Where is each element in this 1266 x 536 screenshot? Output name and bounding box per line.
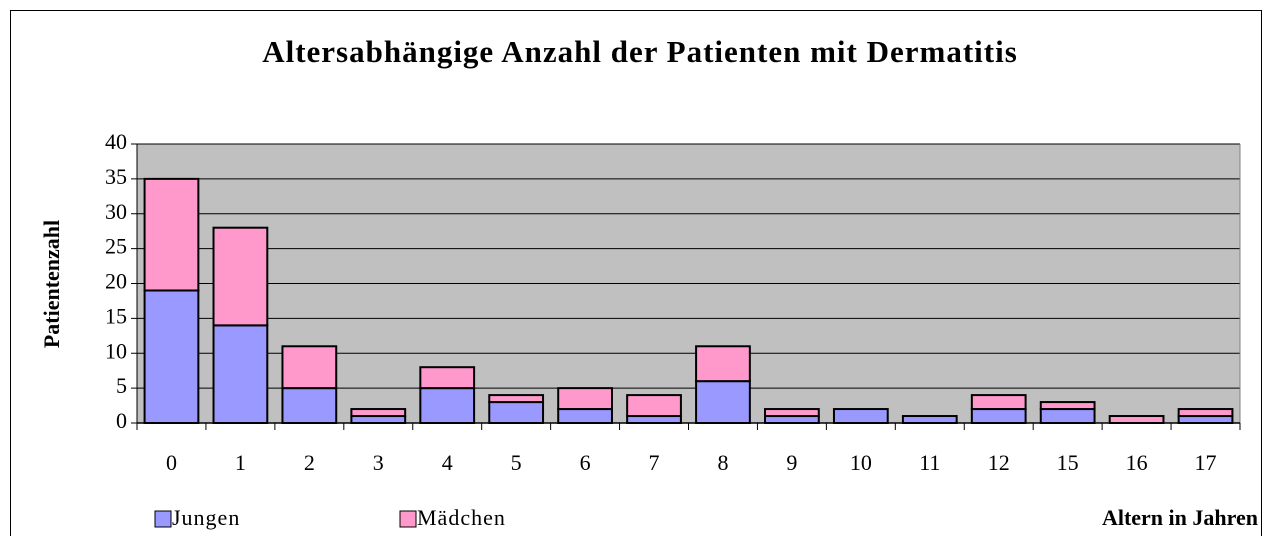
bar-segment <box>764 415 820 424</box>
x-tick-label: 5 <box>511 450 522 475</box>
bar-segment <box>488 394 545 404</box>
bar-segment <box>1039 401 1096 411</box>
y-tick-label: 0 <box>116 408 127 433</box>
y-tick-label: 30 <box>105 199 127 224</box>
y-tick-label: 25 <box>105 234 127 259</box>
y-tick-label: 40 <box>105 129 127 154</box>
bar-segment <box>970 394 1027 411</box>
x-tick-label: 15 <box>1057 450 1079 475</box>
bar-segment <box>143 289 200 424</box>
bar-segment <box>350 415 407 424</box>
bar-segment <box>695 380 751 424</box>
bar-segment <box>764 408 820 418</box>
bar-segment <box>212 226 269 327</box>
bar-segment <box>281 345 338 390</box>
legend-swatch <box>154 510 172 528</box>
x-tick-label: 8 <box>717 450 728 475</box>
x-tick-label: 11 <box>919 450 940 475</box>
x-axis-label: Altern in Jahren <box>1102 505 1258 530</box>
bar-segment <box>419 366 476 390</box>
bar-segment <box>695 345 751 383</box>
x-tick-label: 16 <box>1126 450 1148 475</box>
bar-segment <box>832 408 889 424</box>
x-tick-label: 1 <box>235 450 246 475</box>
y-tick-label: 20 <box>105 269 127 294</box>
y-tick-label: 15 <box>105 303 127 328</box>
bar-segment <box>1108 415 1165 424</box>
y-axis-label: Patientenzahl <box>39 220 64 348</box>
bar-segment <box>1177 415 1234 424</box>
bar-segment <box>281 387 338 424</box>
y-tick-label: 10 <box>105 338 127 363</box>
legend-swatch <box>399 510 417 528</box>
bar-segment <box>557 387 613 411</box>
y-tick-label: 5 <box>116 373 127 398</box>
bar-segment <box>419 387 476 424</box>
x-tick-label: 7 <box>649 450 660 475</box>
bar-segment <box>970 408 1027 424</box>
x-tick-label: 10 <box>850 450 872 475</box>
bar-segment <box>557 408 613 424</box>
x-tick-label: 2 <box>304 450 315 475</box>
bar-segment <box>626 394 682 418</box>
chart-title: Altersabhängige Anzahl der Patienten mit… <box>262 34 1018 69</box>
bar-segment <box>350 408 407 418</box>
bar-segment <box>1039 408 1096 424</box>
x-tick-label: 0 <box>166 450 177 475</box>
y-tick-label: 35 <box>105 164 127 189</box>
x-tick-label: 3 <box>373 450 384 475</box>
x-tick-label: 17 <box>1195 450 1217 475</box>
bar-segment <box>143 177 200 292</box>
bar-segment <box>626 415 682 424</box>
legend-label: Jungen <box>172 505 240 530</box>
bar-segment <box>488 401 545 425</box>
bar-segment <box>1177 408 1234 418</box>
x-tick-label: 4 <box>442 450 453 475</box>
x-tick-label: 9 <box>786 450 797 475</box>
x-tick-label: 12 <box>988 450 1010 475</box>
bar-segment <box>212 324 269 425</box>
legend-label: Mädchen <box>417 505 506 530</box>
x-tick-label: 6 <box>580 450 591 475</box>
bar-segment <box>901 415 958 424</box>
